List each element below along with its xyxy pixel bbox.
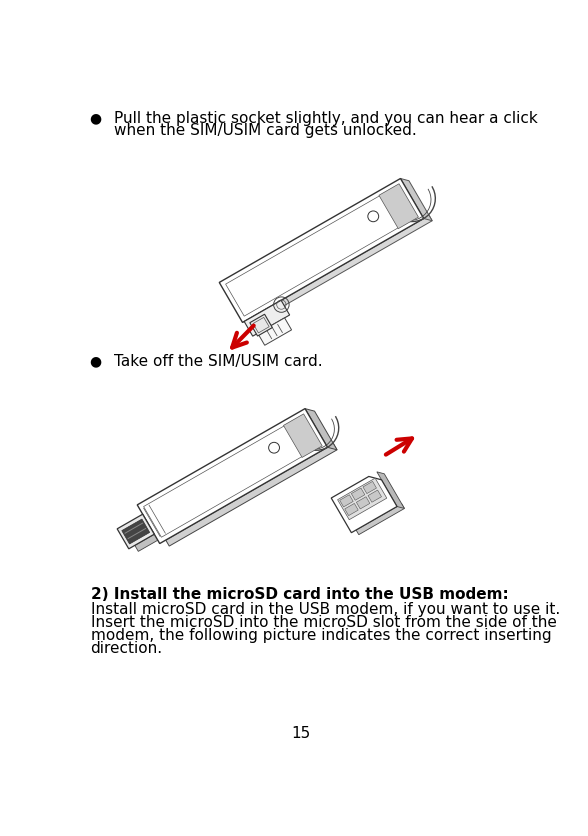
Polygon shape xyxy=(356,504,405,535)
Polygon shape xyxy=(345,503,358,516)
Text: modem, the following picture indicates the correct inserting: modem, the following picture indicates t… xyxy=(91,628,551,643)
Polygon shape xyxy=(377,472,405,508)
Text: 15: 15 xyxy=(292,726,311,741)
Text: Insert the microSD into the microSD slot from the side of the: Insert the microSD into the microSD slot… xyxy=(91,614,556,630)
Polygon shape xyxy=(379,184,419,228)
Polygon shape xyxy=(363,482,376,493)
Text: ●: ● xyxy=(89,111,101,125)
Polygon shape xyxy=(368,490,382,502)
Polygon shape xyxy=(258,318,292,345)
Polygon shape xyxy=(356,497,370,509)
Text: Install microSD card in the USB modem, if you want to use it.: Install microSD card in the USB modem, i… xyxy=(91,602,560,617)
Polygon shape xyxy=(166,444,337,546)
Text: ●: ● xyxy=(89,354,101,369)
Polygon shape xyxy=(340,495,353,507)
Polygon shape xyxy=(283,414,322,457)
Polygon shape xyxy=(135,531,164,552)
Polygon shape xyxy=(219,179,424,323)
Polygon shape xyxy=(352,488,365,500)
Polygon shape xyxy=(400,179,432,221)
Text: 2) Install the microSD card into the USB modem:: 2) Install the microSD card into the USB… xyxy=(91,587,508,602)
Text: when the SIM/USIM card gets unlocked.: when the SIM/USIM card gets unlocked. xyxy=(114,124,416,139)
Polygon shape xyxy=(248,216,432,324)
Polygon shape xyxy=(244,300,290,336)
Polygon shape xyxy=(137,409,328,543)
Polygon shape xyxy=(117,514,154,549)
Polygon shape xyxy=(331,477,397,533)
Polygon shape xyxy=(338,478,387,520)
Text: Take off the SIM/USIM card.: Take off the SIM/USIM card. xyxy=(114,354,322,370)
Text: direction.: direction. xyxy=(91,641,163,656)
Polygon shape xyxy=(122,519,150,544)
Polygon shape xyxy=(250,314,272,336)
Polygon shape xyxy=(305,409,337,450)
Text: Pull the plastic socket slightly, and you can hear a click: Pull the plastic socket slightly, and yo… xyxy=(114,111,537,126)
